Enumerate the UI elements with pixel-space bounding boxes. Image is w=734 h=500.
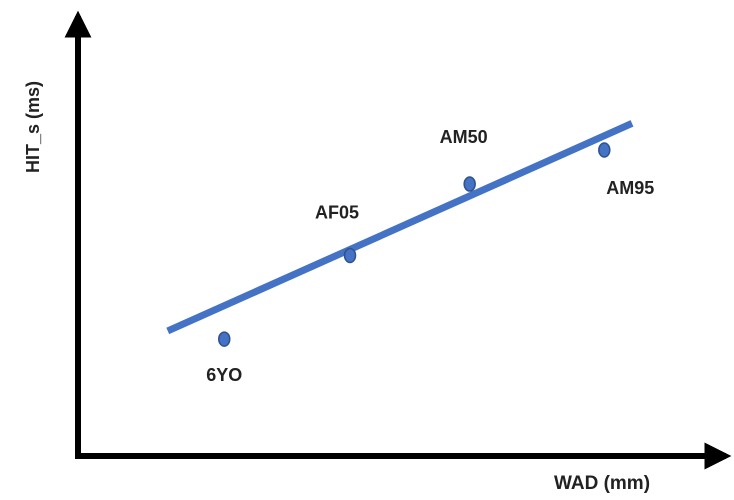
data-point-am95 [598,142,611,158]
data-point-am50 [463,176,476,192]
data-label-6yo: 6YO [206,365,242,385]
x-axis-label: WAD (mm) [554,473,650,494]
y-axis-label: HIT_s (ms) [23,81,43,173]
data-label-af05: AF05 [315,202,359,222]
data-point-6yo [218,331,231,347]
data-points: 6YO AF05 AM50 AM95 [206,127,654,385]
trendline [166,120,634,335]
data-label-am95: AM95 [606,178,654,198]
data-label-am50: AM50 [440,127,488,147]
data-point-af05 [343,247,357,264]
